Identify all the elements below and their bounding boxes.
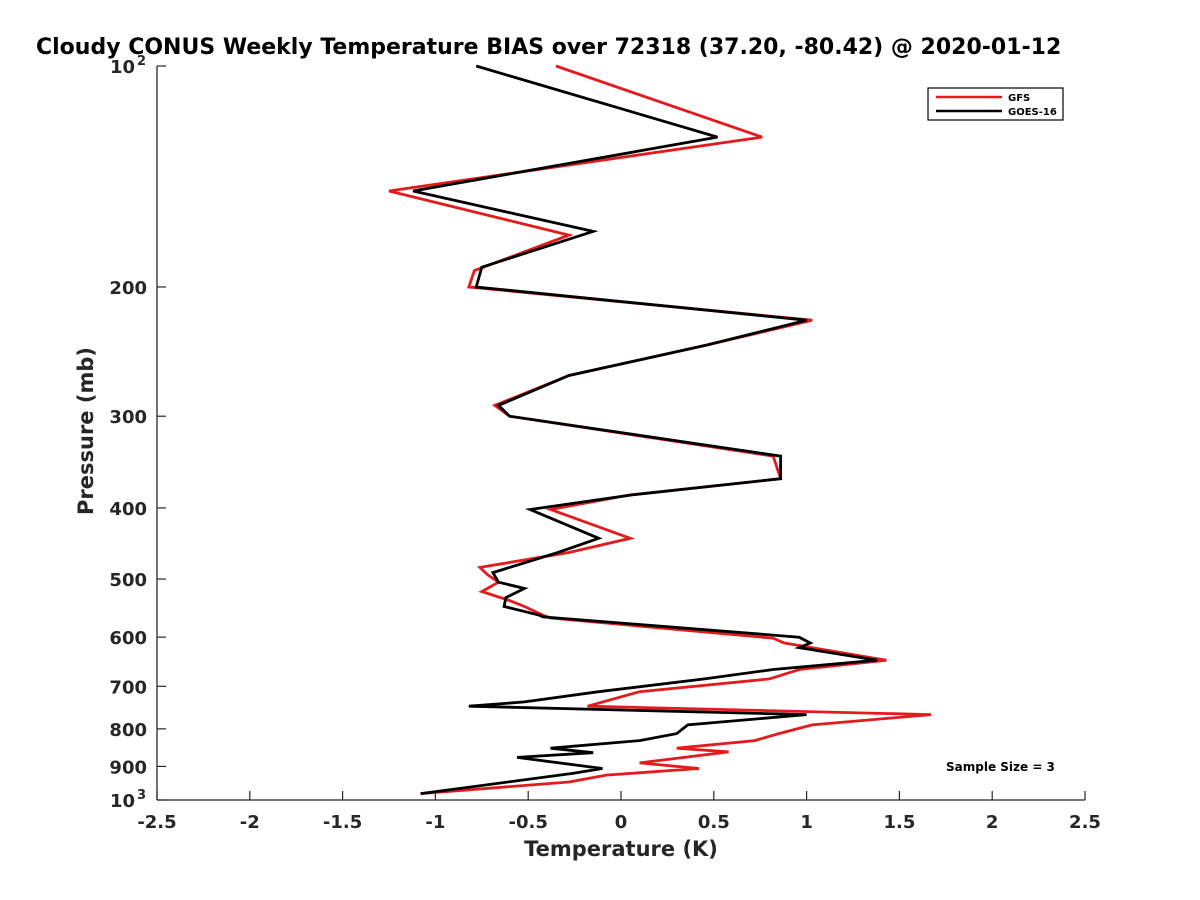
- x-tick-label: 0: [615, 812, 628, 833]
- y-tick-label: 300: [109, 407, 147, 428]
- y-tick-exponent: 3: [137, 788, 146, 803]
- y-tick-label: 600: [109, 628, 147, 649]
- x-tick-label: -0.5: [509, 812, 548, 833]
- x-tick-label: 1.5: [883, 812, 915, 833]
- x-tick-label: -1: [425, 812, 445, 833]
- legend-box: [927, 87, 1064, 121]
- x-axis: -2.5 -2 -1.5 -1 -0.5 0 0.5 1 1.5 2 2.5: [137, 791, 1101, 833]
- x-tick-label: 2.5: [1069, 812, 1101, 833]
- y-tick-exponent: 2: [137, 54, 146, 69]
- series-line-goes-16: [412, 64, 878, 795]
- x-tick-label: -2.5: [137, 812, 176, 833]
- chart-title: Cloudy CONUS Weekly Temperature BIAS ove…: [36, 35, 1061, 60]
- y-axis-label: Pressure (mb): [74, 347, 98, 515]
- legend-label: GFS: [1008, 93, 1030, 104]
- y-tick-label: 10: [110, 791, 135, 812]
- y-tick-label: 10: [110, 57, 135, 78]
- sample-size-annotation: Sample Size = 3: [946, 760, 1055, 774]
- x-tick-label: -2: [240, 812, 260, 833]
- y-tick-label: 700: [109, 677, 147, 698]
- x-tick-label: 0.5: [698, 812, 730, 833]
- x-tick-label: 1: [800, 812, 813, 833]
- x-tick-label: -1.5: [323, 812, 362, 833]
- y-tick-label: 400: [109, 499, 147, 520]
- y-tick-label: 500: [109, 570, 147, 591]
- legend: GFS GOES-16: [927, 87, 1064, 121]
- x-axis-label: Temperature (K): [524, 837, 718, 861]
- x-tick-label: 2: [986, 812, 999, 833]
- y-tick-label: 200: [109, 278, 147, 299]
- y-tick-label: 900: [109, 757, 147, 778]
- legend-label: GOES-16: [1008, 107, 1057, 118]
- series-layer: [388, 64, 932, 795]
- y-tick-label: 800: [109, 720, 147, 741]
